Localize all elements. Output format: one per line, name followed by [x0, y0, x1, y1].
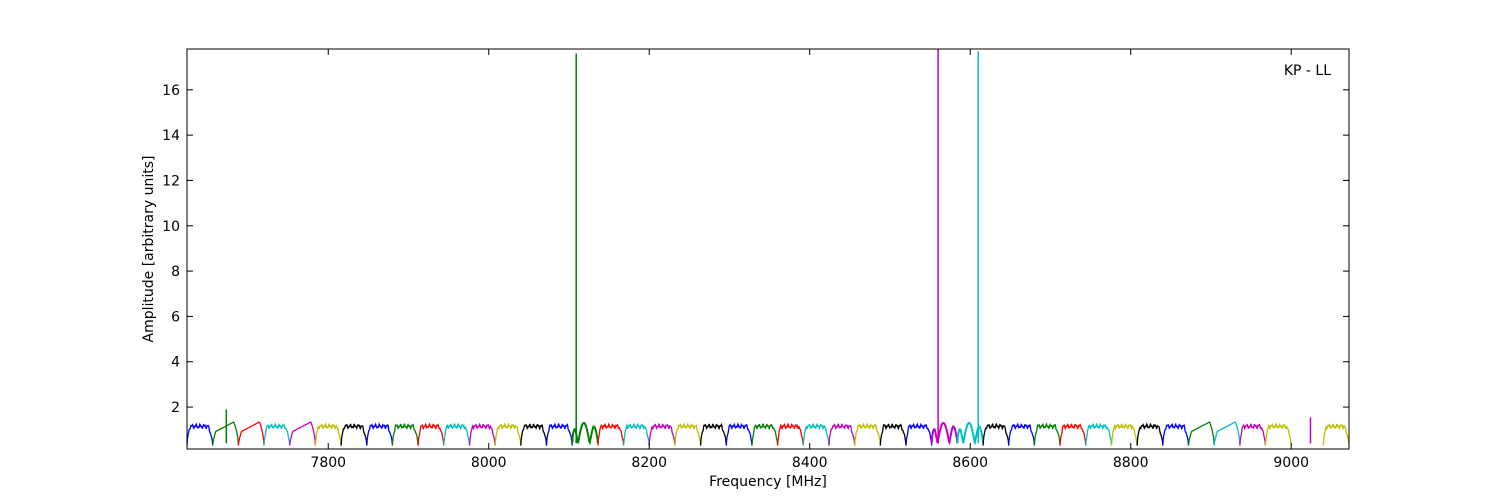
- y-tick-label: 2: [171, 400, 180, 416]
- channel-trace: [417, 422, 445, 446]
- channel-trace: [930, 421, 959, 446]
- channel-trace: [622, 422, 650, 446]
- channel-trace: [802, 422, 830, 446]
- channel-trace: [314, 422, 342, 446]
- channel-trace: [391, 422, 419, 446]
- channel-trace: [289, 421, 317, 446]
- channel-trace: [443, 422, 471, 446]
- x-axis-title: Frequency [MHz]: [709, 474, 827, 490]
- channel-trace: [1059, 423, 1087, 446]
- y-axis-title: Amplitude [arbitrary units]: [141, 156, 157, 343]
- channel-trace: [905, 422, 933, 446]
- channel-trace: [1033, 422, 1061, 446]
- channel-trace: [725, 422, 753, 446]
- channel-trace: [340, 423, 368, 446]
- channel-trace: [1239, 423, 1267, 446]
- y-tick-label: 12: [162, 173, 180, 189]
- y-axis-ticks: 2 4 6 8 10 12 14 16: [162, 83, 1349, 416]
- channel-trace: [1110, 423, 1138, 446]
- plot-frame: [186, 48, 1350, 450]
- channel-trace: [879, 423, 907, 446]
- channel-trace: [263, 422, 291, 446]
- channel-trace: [237, 421, 265, 446]
- channel-trace: [545, 422, 573, 446]
- y-tick-label: 8: [171, 264, 180, 280]
- annotation-label: KP - LL: [1284, 63, 1331, 79]
- channel-trace: [699, 422, 727, 446]
- channel-trace: [520, 423, 548, 446]
- x-tick-label: 7800: [310, 455, 346, 471]
- channel-trace: [982, 422, 1010, 446]
- y-tick-label: 16: [162, 83, 180, 99]
- channel-trace: [1213, 421, 1241, 446]
- channel-trace: [1322, 423, 1350, 446]
- channel-trace: [751, 423, 779, 446]
- channel-trace: [366, 422, 394, 446]
- plot-background: [187, 49, 1349, 449]
- y-tick-label: 6: [171, 309, 180, 325]
- x-tick-label: 8600: [952, 455, 988, 471]
- x-tick-label: 8400: [792, 455, 828, 471]
- series-layer: [186, 49, 1350, 446]
- x-axis-ticks: 7800 8000 8200 8400 8600 8800 9000: [310, 49, 1309, 471]
- channel-trace: [1162, 422, 1190, 446]
- channel-trace: [854, 422, 881, 446]
- y-tick-label: 10: [162, 219, 180, 235]
- channel-trace: [1008, 422, 1036, 446]
- channel-trace: [468, 422, 496, 446]
- channel-trace: [1136, 422, 1164, 446]
- channel-trace: [674, 422, 702, 446]
- channel-trace: [776, 422, 804, 446]
- x-tick-label: 9000: [1273, 455, 1309, 471]
- channel-trace: [494, 422, 522, 446]
- x-tick-label: 8800: [1113, 455, 1149, 471]
- channel-trace: [212, 421, 240, 446]
- channel-trace: [597, 422, 625, 446]
- channel-trace: [648, 422, 676, 446]
- channel-trace: [828, 422, 856, 446]
- y-tick-label: 4: [171, 355, 180, 371]
- channel-trace: [1085, 422, 1113, 446]
- x-tick-label: 8200: [631, 455, 667, 471]
- channel-trace: [1264, 422, 1292, 446]
- y-tick-label: 14: [162, 128, 180, 144]
- x-tick-label: 8000: [471, 455, 507, 471]
- channel-trace: [186, 422, 214, 446]
- channel-trace: [1187, 421, 1215, 446]
